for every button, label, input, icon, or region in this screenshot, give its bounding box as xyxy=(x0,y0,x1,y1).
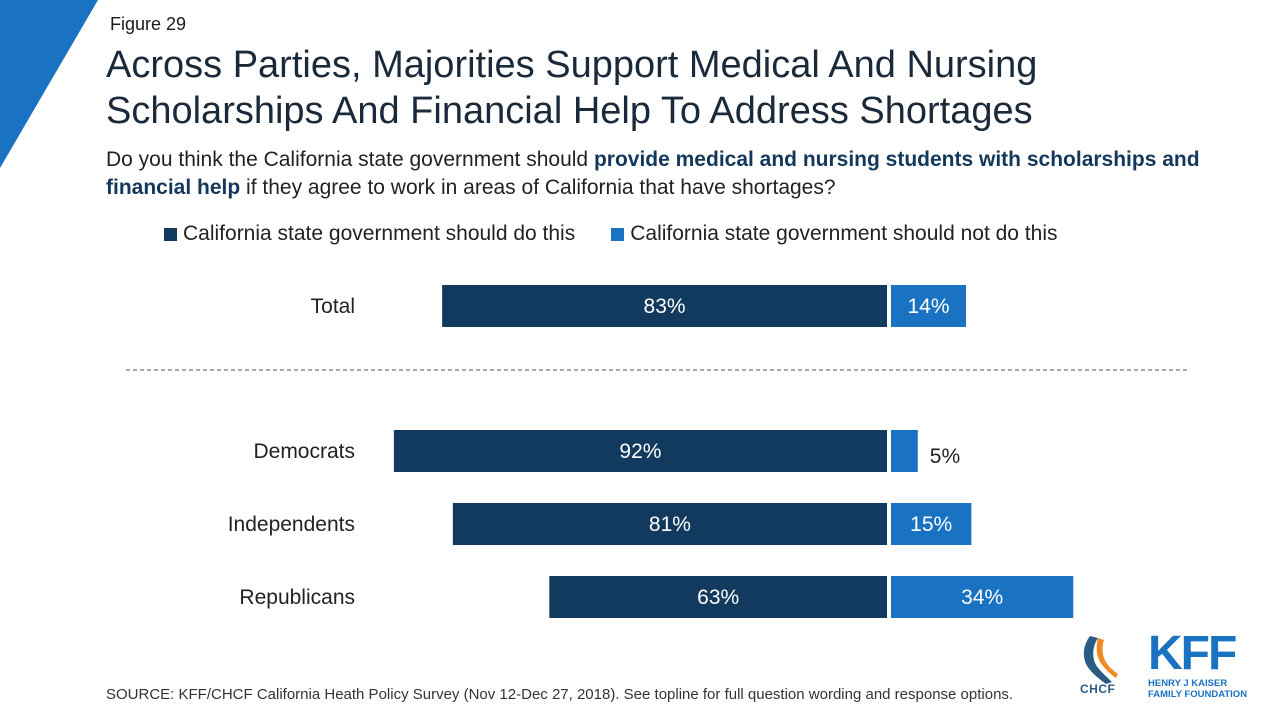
bar-label-not-do-independents: 15% xyxy=(910,513,952,536)
question-part-2: if they agree to work in areas of Califo… xyxy=(240,176,836,199)
bar-label-do-republicans: 63% xyxy=(697,586,739,609)
bar-do-democrats xyxy=(393,430,887,472)
bar-not-do-democrats xyxy=(891,430,918,472)
chcf-logo xyxy=(1083,636,1118,684)
bar-not-do-republicans xyxy=(891,576,1074,618)
bar-label-do-total: 83% xyxy=(644,295,686,318)
bar-not-do-total xyxy=(891,285,967,327)
bar-label-not-do-total: 14% xyxy=(908,295,950,318)
source-note: SOURCE: KFF/CHCF California Heath Policy… xyxy=(106,686,1014,703)
question-part-1: Do you think the California state govern… xyxy=(106,148,594,171)
legend-item-not-do: California state government should not d… xyxy=(611,222,1057,246)
kff-sub-line-1: HENRY J KAISER xyxy=(1148,678,1228,689)
bar-label-not-do-democrats: 5% xyxy=(930,445,960,468)
bar-do-independents xyxy=(452,503,887,545)
category-label-independents: Independents xyxy=(228,513,355,536)
bar-do-republicans xyxy=(549,576,887,618)
title-line-1: Across Parties, Majorities Support Medic… xyxy=(106,44,1038,86)
survey-question: Do you think the California state govern… xyxy=(106,146,1206,202)
category-label-republicans: Republicans xyxy=(239,586,355,609)
bar-label-do-democrats: 92% xyxy=(619,440,661,463)
legend-swatch-not-do xyxy=(611,227,625,241)
legend-item-do: California state government should do th… xyxy=(164,222,575,246)
kff-logo: KFF HENRY J KAISER FAMILY FOUNDATION xyxy=(1148,627,1247,701)
kff-sub-line-2: FAMILY FOUNDATION xyxy=(1148,689,1248,700)
corner-accent-triangle xyxy=(0,0,98,168)
question-highlight: provide medical and nursing students wit… xyxy=(106,148,1200,199)
bar-label-not-do-republicans: 34% xyxy=(961,586,1003,609)
kff-logo-mark: KFF xyxy=(1148,627,1237,680)
kff-logo-subtitle: HENRY J KAISER FAMILY FOUNDATION xyxy=(1148,678,1247,700)
category-label-total: Total xyxy=(311,295,355,318)
bar-not-do-independents xyxy=(891,503,972,545)
bar-do-total xyxy=(442,285,887,327)
title-line-2: Scholarships And Financial Help To Addre… xyxy=(106,90,1033,132)
legend-label-not-do: California state government should not d… xyxy=(630,222,1058,245)
page-title: Across Parties, Majorities Support Medic… xyxy=(106,42,1206,134)
legend-label-do: California state government should do th… xyxy=(183,222,576,245)
legend-swatch-do xyxy=(164,227,177,241)
figure-label: Figure 29 xyxy=(110,14,187,34)
chcf-logo-text: CHCF xyxy=(1080,682,1116,696)
bar-label-do-independents: 81% xyxy=(649,513,691,536)
category-label-democrats: Democrats xyxy=(253,440,355,463)
chart-legend: California state government should do th… xyxy=(164,222,1093,246)
